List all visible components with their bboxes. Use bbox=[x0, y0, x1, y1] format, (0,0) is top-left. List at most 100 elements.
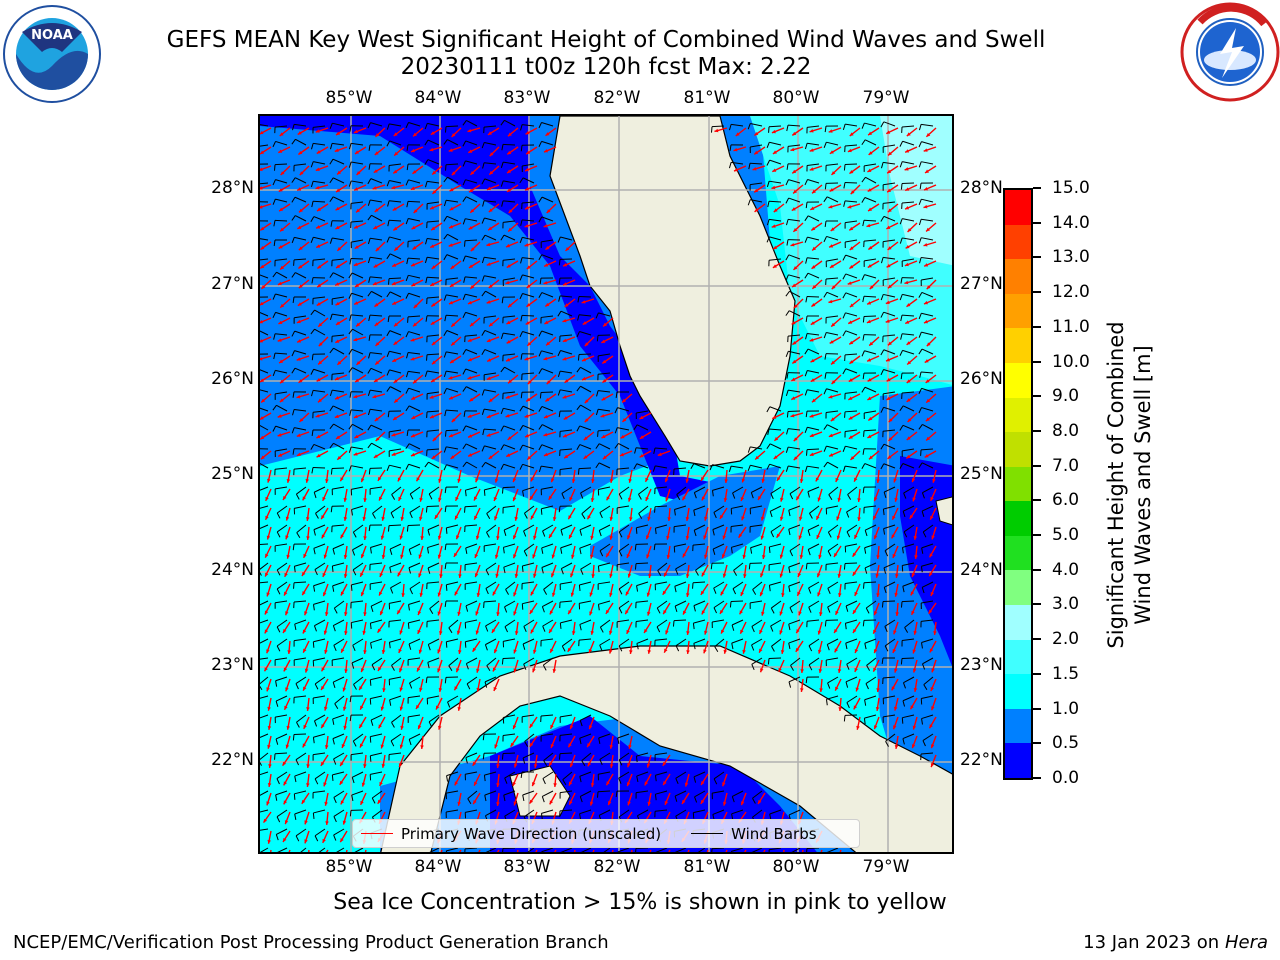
lon-label-bottom: 85°W bbox=[325, 857, 373, 877]
wind-barb bbox=[882, 277, 896, 286]
colorbar-tick-label: 8.0 bbox=[1052, 420, 1080, 441]
wave-arrow-head bbox=[848, 320, 853, 324]
wind-barb bbox=[918, 348, 934, 355]
wind-barb bbox=[729, 144, 744, 151]
wave-arrow-head bbox=[356, 208, 360, 213]
wave-arrow-head bbox=[829, 244, 834, 248]
wind-barb bbox=[310, 328, 326, 336]
wave-arrow-head bbox=[524, 167, 529, 172]
map-canvas bbox=[260, 116, 952, 852]
primary-wave-legend-swatch bbox=[361, 833, 393, 834]
wave-arrow-head bbox=[451, 133, 456, 137]
wave-arrow-head bbox=[316, 150, 321, 154]
colorbar-segment bbox=[1005, 500, 1031, 536]
wave-arrow-head bbox=[773, 208, 778, 213]
wave-arrow-head bbox=[489, 322, 493, 327]
colorbar-tick-label: 0.0 bbox=[1052, 768, 1080, 788]
wave-arrow-head bbox=[297, 302, 302, 306]
wind-barb bbox=[443, 215, 459, 222]
wave-arrow-head bbox=[260, 356, 263, 361]
noaa-logo: NOAA bbox=[3, 5, 101, 103]
wind-barb bbox=[842, 312, 858, 319]
wind-barb bbox=[348, 328, 364, 336]
colorbar-tick bbox=[1033, 256, 1041, 259]
wind-barb bbox=[502, 220, 516, 229]
wind-barb bbox=[443, 139, 459, 146]
wave-arrow-head bbox=[355, 378, 360, 383]
wave-arrow-head bbox=[355, 283, 360, 287]
wave-arrow-head bbox=[886, 358, 891, 362]
wave-arrow-head bbox=[792, 283, 797, 288]
wind-barb bbox=[538, 330, 554, 337]
wave-arrow-head bbox=[375, 360, 380, 365]
lon-label-bottom: 84°W bbox=[414, 857, 462, 877]
wave-arrow-head bbox=[506, 339, 511, 344]
wave-arrow-head bbox=[488, 284, 493, 288]
wave-arrow-head bbox=[829, 188, 834, 192]
wind-barb bbox=[804, 178, 820, 186]
wind-barb bbox=[424, 180, 440, 188]
wave-arrow-head bbox=[831, 360, 835, 365]
wave-arrow-head bbox=[905, 187, 910, 191]
wave-arrow-head bbox=[335, 206, 340, 211]
wave-arrow-head bbox=[392, 358, 397, 362]
map-panel bbox=[258, 114, 954, 854]
wind-barb bbox=[367, 367, 383, 374]
wave-arrow-head bbox=[791, 320, 796, 325]
wave-arrow-head bbox=[354, 245, 359, 249]
host-name: Hera bbox=[1224, 932, 1268, 953]
wave-arrow-head bbox=[809, 148, 814, 152]
wind-barb bbox=[880, 256, 896, 264]
wind-barb bbox=[310, 161, 326, 168]
wind-barb bbox=[861, 350, 877, 357]
wave-arrow-head bbox=[450, 265, 455, 269]
wave-arrow-head bbox=[907, 360, 912, 365]
wave-arrow-head bbox=[470, 208, 475, 213]
wind-barb bbox=[805, 257, 820, 264]
wave-arrow-head bbox=[432, 190, 437, 194]
colorbar-tick-label: 9.0 bbox=[1052, 386, 1080, 407]
wind-barb bbox=[260, 163, 269, 165]
wave-arrow-head bbox=[564, 379, 569, 383]
wave-arrow-head bbox=[754, 131, 759, 136]
wave-arrow-head bbox=[849, 132, 854, 136]
wind-barb bbox=[462, 196, 478, 203]
wave-arrow-head bbox=[772, 168, 777, 172]
wind-barb bbox=[405, 292, 421, 299]
wind-barb bbox=[367, 290, 383, 298]
sea-ice-note: Sea Ice Concentration > 15% is shown in … bbox=[333, 890, 947, 915]
wave-arrow-head bbox=[431, 265, 436, 269]
wave-arrow-head bbox=[373, 169, 378, 173]
wave-arrow-head bbox=[508, 227, 513, 232]
wave-arrow-head bbox=[297, 187, 302, 191]
wind-barb bbox=[842, 273, 858, 280]
wind-barb bbox=[350, 220, 364, 229]
wind-barb bbox=[348, 348, 364, 355]
wind-barb bbox=[260, 258, 269, 261]
wind-barb bbox=[785, 290, 801, 298]
wave-arrow-head bbox=[260, 150, 265, 155]
wave-arrow-head bbox=[505, 280, 510, 285]
wave-arrow-head bbox=[317, 264, 322, 269]
wind-barb bbox=[329, 272, 345, 279]
wind-barb bbox=[367, 122, 383, 129]
colorbar-tick-label: 4.0 bbox=[1052, 559, 1080, 580]
wind-barb bbox=[426, 220, 440, 229]
colorbar-tick-label: 10.0 bbox=[1052, 351, 1090, 372]
wave-arrow-head bbox=[317, 283, 322, 288]
wave-arrow-head bbox=[356, 361, 361, 365]
wind-barb bbox=[260, 274, 269, 279]
wind-barb bbox=[823, 331, 839, 339]
wind-barb bbox=[291, 138, 307, 146]
wave-arrow-head bbox=[334, 376, 339, 381]
colorbar-segment bbox=[1005, 431, 1031, 467]
wind-barb bbox=[728, 123, 744, 131]
wave-arrow-head bbox=[525, 187, 530, 191]
wind-barb bbox=[482, 200, 497, 207]
wind-barb bbox=[861, 122, 877, 129]
wave-arrow-head bbox=[279, 132, 284, 136]
wind-barb bbox=[824, 353, 839, 360]
wind-barb bbox=[481, 329, 497, 336]
wave-arrow-head bbox=[337, 361, 342, 365]
wind-barb bbox=[823, 291, 839, 298]
